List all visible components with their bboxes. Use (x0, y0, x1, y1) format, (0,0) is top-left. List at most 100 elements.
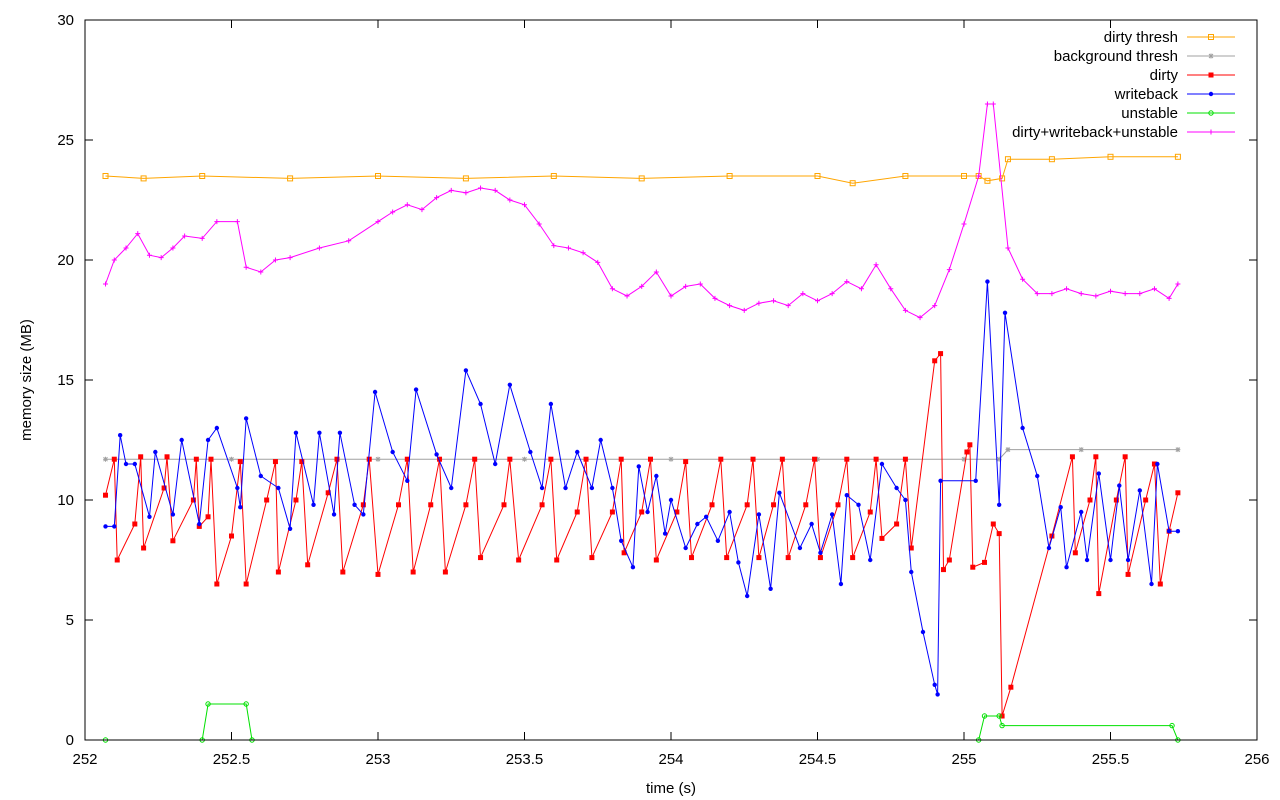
data-point (428, 502, 434, 508)
data-point (697, 281, 703, 287)
data-point (539, 502, 545, 508)
data-point (1122, 454, 1128, 460)
data-point (190, 497, 196, 503)
data-point (229, 456, 234, 462)
data-point (970, 564, 976, 570)
data-point (879, 535, 885, 541)
data-point (609, 509, 615, 515)
data-point (346, 238, 352, 244)
x-axis-label: time (s) (646, 780, 696, 797)
data-point (390, 209, 396, 215)
data-point (849, 180, 856, 187)
series-line (105, 156, 1178, 184)
data-point (809, 521, 814, 527)
data-point (123, 245, 129, 251)
data-point (199, 235, 205, 241)
data-point (311, 502, 316, 507)
data-point (1149, 581, 1154, 587)
data-point (375, 173, 381, 179)
data-point (844, 493, 849, 498)
data-point (1020, 425, 1025, 431)
data-point (522, 202, 527, 208)
legend-label: dirty+writeback+unstable (1012, 124, 1178, 141)
data-point (528, 449, 533, 455)
data-point (1078, 447, 1084, 453)
series-2 (103, 351, 1181, 719)
data-point (196, 523, 202, 529)
data-point (1166, 529, 1172, 534)
y-axis-label: memory size (MB) (18, 319, 35, 441)
data-point (920, 629, 926, 635)
data-point (653, 557, 659, 563)
data-point (976, 173, 982, 179)
data-point (768, 586, 773, 591)
data-point (1169, 722, 1175, 729)
data-point (1175, 529, 1181, 534)
data-point (238, 505, 243, 510)
data-point (352, 502, 357, 507)
data-point (179, 437, 184, 443)
legend-marker (1208, 34, 1214, 40)
data-point (844, 279, 850, 285)
data-point (1005, 245, 1011, 251)
data-point (103, 524, 108, 529)
data-point (361, 512, 366, 517)
data-point (668, 497, 674, 503)
data-point (1117, 483, 1122, 488)
data-point (114, 557, 120, 563)
data-point (683, 459, 689, 465)
data-point (237, 459, 243, 465)
data-point (938, 351, 944, 357)
data-point (507, 456, 513, 462)
legend-label: dirty thresh (1104, 29, 1178, 46)
data-point (932, 358, 938, 364)
data-point (205, 437, 211, 443)
data-point (580, 250, 586, 256)
data-point (709, 502, 715, 508)
data-point (299, 459, 305, 465)
data-point (961, 221, 967, 227)
data-point (1002, 310, 1008, 315)
data-point (1079, 509, 1084, 515)
legend-label: background thresh (1054, 48, 1178, 65)
data-point (1151, 461, 1157, 467)
data-point (689, 555, 695, 561)
x-tick-label: 252 (72, 751, 97, 768)
data-point (111, 257, 117, 263)
data-point (1008, 684, 1014, 690)
data-point (492, 187, 498, 193)
series-0 (102, 153, 1181, 187)
data-point (639, 509, 645, 515)
data-point (1049, 533, 1055, 539)
data-point (275, 569, 281, 575)
data-point (1175, 447, 1181, 453)
data-point (618, 538, 624, 543)
data-point (894, 485, 899, 491)
data-point (844, 456, 850, 462)
data-point (548, 456, 554, 462)
data-point (574, 509, 580, 515)
legend-marker (1208, 91, 1214, 97)
data-point (638, 175, 645, 182)
data-point (908, 545, 914, 551)
data-point (507, 382, 513, 387)
data-point (668, 293, 674, 299)
legend-marker (1208, 53, 1214, 59)
data-point (305, 562, 311, 568)
data-point (1143, 497, 1149, 503)
data-point (1122, 291, 1128, 297)
data-point (868, 557, 873, 563)
data-point (264, 497, 270, 503)
data-point (1157, 581, 1163, 587)
data-point (1049, 291, 1055, 297)
series-layer (102, 101, 1181, 743)
data-point (999, 713, 1005, 719)
data-point (478, 185, 484, 191)
data-point (287, 526, 293, 531)
data-point (170, 512, 176, 517)
data-point (507, 197, 513, 203)
data-point (135, 231, 141, 237)
data-point (756, 300, 762, 306)
data-point (272, 459, 278, 465)
